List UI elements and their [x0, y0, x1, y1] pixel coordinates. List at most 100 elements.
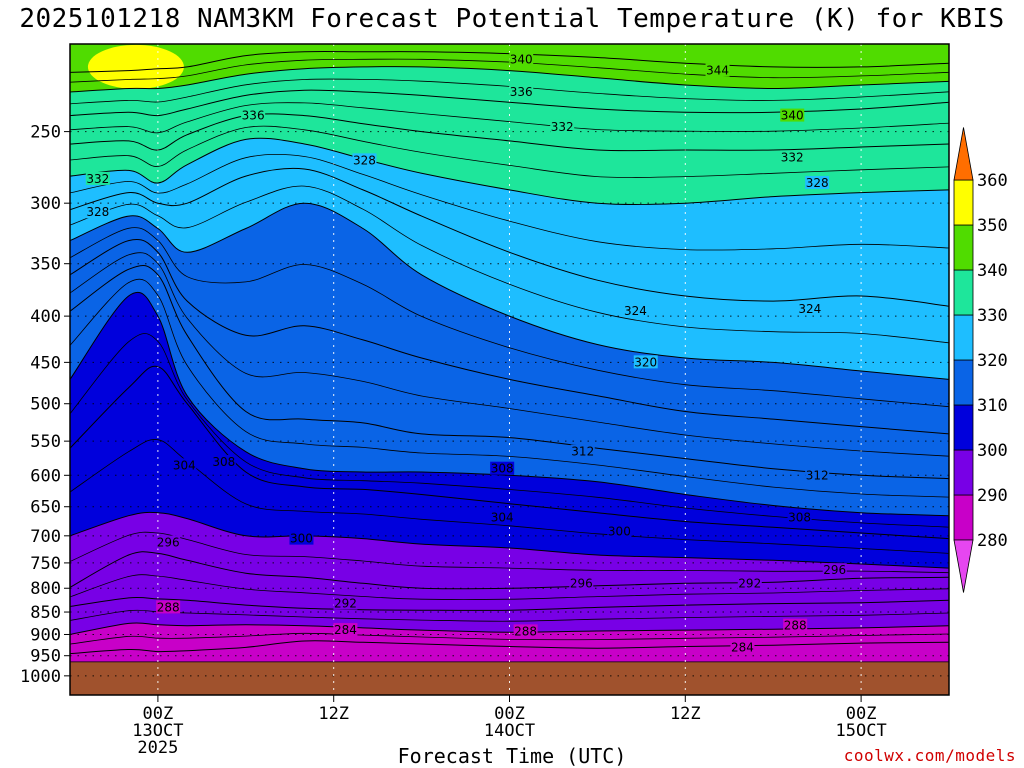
colorbar-segment [953, 359, 974, 406]
colorbar-label: 300 [977, 441, 1008, 461]
isentrope-294 [70, 574, 949, 600]
contour-label: 288 [784, 619, 807, 633]
contour-label-bg [607, 524, 632, 538]
isentrope-320 [70, 202, 949, 380]
contour-label-bg [570, 444, 595, 458]
isentrope-310 [70, 278, 949, 498]
contour-label-bg [783, 618, 808, 632]
x-tick-label: 13OCT [132, 721, 183, 741]
contour-label: 308 [212, 455, 235, 469]
contour-label: 340 [510, 52, 533, 66]
contour-label: 336 [242, 109, 265, 123]
contour-label-bg [490, 461, 515, 475]
isentrope-302 [70, 439, 949, 554]
contour-label-bg [156, 600, 181, 614]
chart-title: 2025101218 NAM3KM Forecast Potential Tem… [19, 4, 1005, 34]
contour-label-bg [569, 576, 594, 590]
y-tick-label: 500 [30, 395, 61, 415]
contour-label-bg [333, 596, 358, 610]
isentrope-318 [70, 227, 949, 408]
contour-label: 328 [86, 205, 109, 219]
isentrope-296 [70, 551, 949, 590]
contour-label-bg [85, 205, 110, 219]
contour-label: 320 [634, 355, 657, 369]
contour-label-bg [490, 510, 515, 524]
y-tick-label: 700 [30, 527, 61, 547]
isentrope-288 [70, 622, 949, 635]
colorbar-arrow-top [953, 127, 974, 181]
contour-label: 328 [353, 153, 376, 167]
colorbar-label: 350 [977, 216, 1008, 236]
contour-label-bg [737, 576, 762, 590]
contour-label-bg [156, 535, 181, 549]
contour-label-bg [805, 176, 830, 190]
contour-label-bg [241, 108, 266, 122]
terrain [70, 661, 949, 695]
contour-label: 292 [334, 597, 357, 611]
contour-label: 324 [624, 304, 647, 318]
contour-label-bg [509, 52, 534, 66]
x-tick-label: 00Z [143, 704, 174, 724]
contour-label-bg [705, 63, 730, 77]
y-tick-label: 950 [30, 647, 61, 667]
contour-label: 296 [823, 563, 846, 577]
contour-label-bg [333, 623, 358, 637]
y-tick-label: 300 [30, 194, 61, 214]
y-tick-label: 350 [30, 255, 61, 275]
contour-label: 304 [491, 510, 514, 524]
isentrope-298 [70, 531, 949, 574]
isentrope-338 [70, 78, 949, 105]
isentrope-340 [70, 66, 949, 93]
colorbar-label: 340 [977, 261, 1008, 281]
x-tick-label: 00Z [494, 704, 525, 724]
contour-label-bg [513, 624, 538, 638]
terrain-fill [70, 661, 949, 695]
contour-label-bg [822, 563, 847, 577]
colorbar-label: 310 [977, 396, 1008, 416]
isentrope-286 [70, 632, 949, 645]
contour-label: 340 [781, 109, 804, 123]
colorbar-label: 330 [977, 306, 1008, 326]
isentrope-322 [70, 185, 949, 344]
isentrope-342 [70, 58, 949, 83]
x-tick-label: 12Z [318, 704, 349, 724]
isentrope-284 [70, 640, 949, 655]
colorbar-label: 320 [977, 351, 1008, 371]
colorbar-segment [953, 404, 974, 451]
contour-label-bg [787, 510, 812, 524]
isentrope-334 [70, 102, 949, 134]
x-tick-label: 14OCT [484, 721, 535, 741]
y-axis: 2503003504004505005506006507007508008509… [20, 123, 70, 687]
colorbar-segment [953, 314, 974, 361]
x-tick-label: 12Z [670, 704, 701, 724]
contour-label-bg [633, 355, 658, 369]
contour-label-bg [623, 304, 648, 318]
y-tick-label: 750 [30, 554, 61, 574]
contour-label: 284 [334, 623, 357, 637]
contour-label: 292 [738, 576, 761, 590]
contour-label-bg [805, 468, 830, 482]
colorbar-label: 280 [977, 531, 1008, 551]
contour-label: 344 [706, 64, 729, 78]
contour-label: 312 [806, 468, 829, 482]
colorbar-label: 290 [977, 486, 1008, 506]
contour-label-bg [780, 150, 805, 164]
colorbar-segment [953, 449, 974, 496]
x-tick-label: 00Z [846, 704, 877, 724]
contour-label-bg [509, 84, 534, 98]
contour-label-bg [780, 108, 805, 122]
contour-label: 296 [157, 535, 180, 549]
y-tick-label: 1000 [20, 667, 61, 687]
isentrope-292 [70, 596, 949, 611]
isentrope-308 [70, 291, 949, 517]
isentrope-316 [70, 238, 949, 435]
contour-label-bg [85, 171, 110, 185]
isentrope-312 [70, 264, 949, 480]
contour-label: 308 [788, 510, 811, 524]
credit-text: coolwx.com/models [843, 746, 1016, 765]
isentrope-314 [70, 252, 949, 457]
isentrope-324 [70, 167, 949, 307]
colorbar-segment [953, 179, 974, 226]
